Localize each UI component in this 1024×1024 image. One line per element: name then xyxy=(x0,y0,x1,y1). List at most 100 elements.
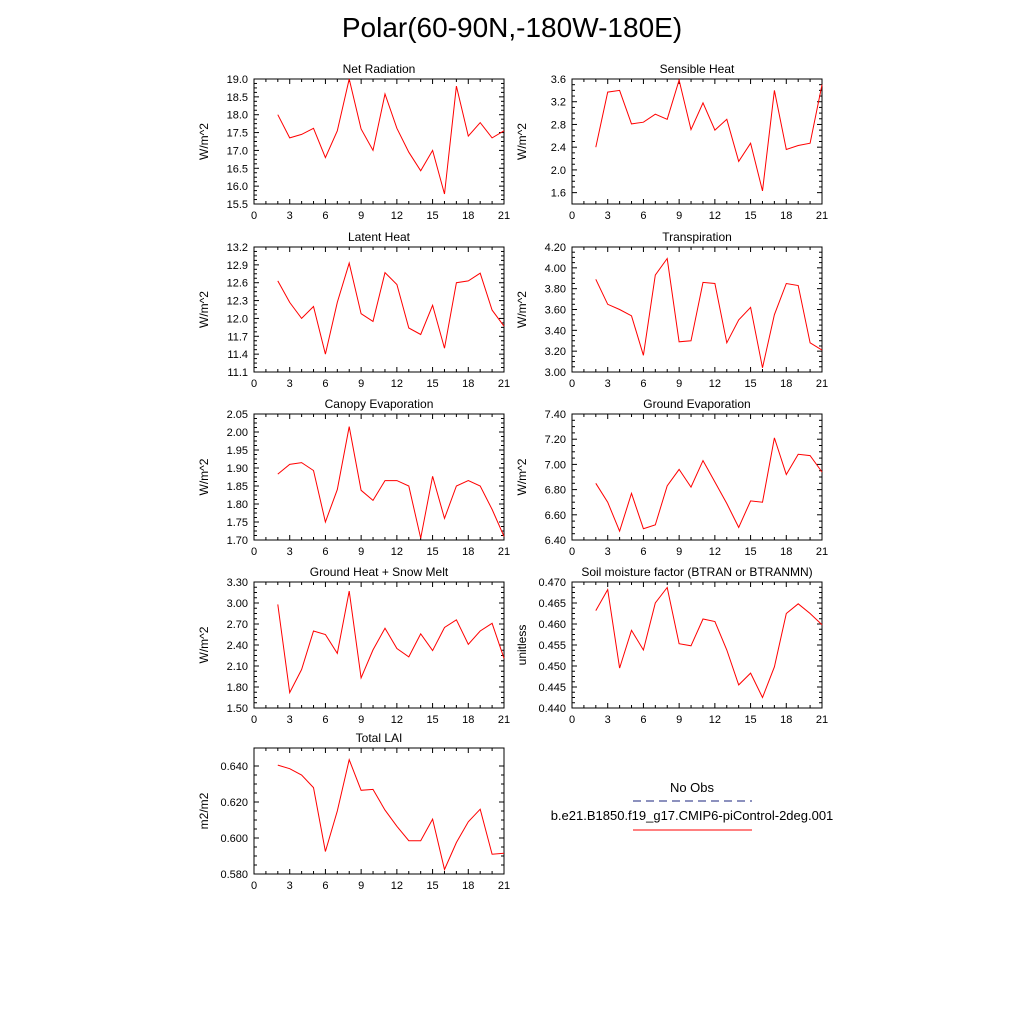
panel-8-xtick-label: 0 xyxy=(569,714,575,726)
panel-3-xtick-label: 21 xyxy=(498,378,510,390)
panel-5-ytick-label: 2.00 xyxy=(227,427,248,439)
panel-9-xtick-label: 15 xyxy=(426,880,438,892)
panel-4-xtick-label: 6 xyxy=(640,378,646,390)
panel-3-ytick-label: 11.4 xyxy=(227,349,248,361)
panel-4-xtick-label: 0 xyxy=(569,378,575,390)
panel-1-ytick-label: 18.0 xyxy=(227,110,248,122)
panel-9-ytick-label: 0.600 xyxy=(220,833,248,845)
panel-2-title: Sensible Heat xyxy=(660,62,735,76)
panel-4-ylabel: W/m^2 xyxy=(515,291,529,328)
panel-8-ytick-label: 0.470 xyxy=(538,577,566,589)
panel-1-frame xyxy=(253,78,505,205)
panel-4-ytick-label: 4.20 xyxy=(545,242,566,254)
panel-9-xtick-label: 0 xyxy=(251,880,257,892)
panel-8-xtick-label: 12 xyxy=(709,714,721,726)
panel-6-ytick-label: 6.60 xyxy=(545,510,566,522)
panel-4-xtick-label: 9 xyxy=(676,378,682,390)
panel-7-ytick-label: 2.70 xyxy=(227,619,248,631)
panel-5-ytick-label: 1.75 xyxy=(227,517,248,529)
panel-6-xtick-label: 3 xyxy=(605,546,611,558)
panel-7-ytick-label: 1.50 xyxy=(227,703,248,715)
panel-9-xtick-label: 3 xyxy=(287,880,293,892)
panel-9-xtick-label: 12 xyxy=(391,880,403,892)
panel-5-xtick-label: 15 xyxy=(426,546,438,558)
panel-4-xtick-label: 12 xyxy=(709,378,721,390)
panel-8-ytick-label: 0.450 xyxy=(538,661,566,673)
panel-2-xtick-label: 3 xyxy=(605,210,611,222)
panel-7-ytick-label: 1.80 xyxy=(227,682,248,694)
panel-3-ytick-label: 13.2 xyxy=(227,242,248,254)
panel-2-xtick-label: 21 xyxy=(816,210,828,222)
panel-9-xtick-label: 6 xyxy=(322,880,328,892)
panel-3-ytick-label: 11.1 xyxy=(227,367,248,379)
panel-4-xtick-label: 3 xyxy=(605,378,611,390)
panel-7-xtick-label: 15 xyxy=(426,714,438,726)
panel-4-ytick-label: 3.60 xyxy=(545,305,566,317)
panel-1-ytick-label: 16.0 xyxy=(227,181,248,193)
panel-1-xtick-label: 18 xyxy=(462,210,474,222)
panel-3-xtick-label: 18 xyxy=(462,378,474,390)
panel-2-ytick-label: 3.2 xyxy=(551,97,566,109)
panel-3-ytick-label: 12.3 xyxy=(227,296,248,308)
panel-8-series-line xyxy=(595,586,823,699)
panel-1-title: Net Radiation xyxy=(343,62,416,76)
panel-1-ytick-label: 16.5 xyxy=(227,163,248,175)
panel-7-xtick-label: 0 xyxy=(251,714,257,726)
panel-5-xtick-label: 9 xyxy=(358,546,364,558)
panel-7-series-line xyxy=(277,591,505,695)
panel-1-xtick-label: 9 xyxy=(358,210,364,222)
panel-7-xtick-label: 3 xyxy=(287,714,293,726)
panel-5-title: Canopy Evaporation xyxy=(325,397,434,411)
panel-8-ytick-label: 0.445 xyxy=(538,682,566,694)
panel-9-xtick-label: 18 xyxy=(462,880,474,892)
panel-5-ytick-label: 2.05 xyxy=(227,409,248,421)
panel-5-ytick-label: 1.70 xyxy=(227,535,248,547)
panel-4-series-line xyxy=(595,257,823,368)
panel-1-ylabel: W/m^2 xyxy=(197,123,211,160)
panel-5-frame xyxy=(253,413,505,541)
panel-8-xtick-label: 18 xyxy=(780,714,792,726)
panel-3-frame xyxy=(253,246,505,373)
panel-8-ylabel: unitless xyxy=(515,625,529,666)
panel-6-ytick-label: 6.80 xyxy=(545,485,566,497)
panel-2-xtick-label: 9 xyxy=(676,210,682,222)
panel-3-xtick-label: 0 xyxy=(251,378,257,390)
panel-6-ylabel: W/m^2 xyxy=(515,458,529,495)
panel-4-xtick-label: 18 xyxy=(780,378,792,390)
panel-1-ytick-label: 17.5 xyxy=(227,128,248,140)
panel-9-series-line xyxy=(277,758,505,872)
panel-2-ytick-label: 3.6 xyxy=(551,74,566,86)
panel-6-title: Ground Evaporation xyxy=(643,397,750,411)
panel-5-ytick-label: 1.80 xyxy=(227,499,248,511)
panel-7-xtick-label: 12 xyxy=(391,714,403,726)
panel-6-series-line xyxy=(595,437,823,533)
panel-9-ytick-label: 0.640 xyxy=(220,761,248,773)
panel-7-ytick-label: 3.30 xyxy=(227,577,248,589)
panel-2-ytick-label: 2.4 xyxy=(551,142,566,154)
panel-1-ytick-label: 18.5 xyxy=(227,92,248,104)
panel-5-xtick-label: 12 xyxy=(391,546,403,558)
panel-1-xtick-label: 15 xyxy=(426,210,438,222)
panel-8-xtick-label: 3 xyxy=(605,714,611,726)
panel-5-xtick-label: 3 xyxy=(287,546,293,558)
panel-6-xtick-label: 15 xyxy=(744,546,756,558)
panel-3-ytick-label: 12.0 xyxy=(227,313,248,325)
panel-5-xtick-label: 18 xyxy=(462,546,474,558)
panel-3-ytick-label: 12.9 xyxy=(227,260,248,272)
panel-8-ytick-label: 0.455 xyxy=(538,640,566,652)
panel-6-xtick-label: 12 xyxy=(709,546,721,558)
panel-9-frame xyxy=(253,747,505,875)
panel-2-xtick-label: 18 xyxy=(780,210,792,222)
panel-4-xtick-label: 15 xyxy=(744,378,756,390)
panel-5-ytick-label: 1.85 xyxy=(227,481,248,493)
panel-4-ytick-label: 3.40 xyxy=(545,325,566,337)
panel-9-xtick-label: 9 xyxy=(358,880,364,892)
panel-1-ytick-label: 19.0 xyxy=(227,74,248,86)
panel-6-frame xyxy=(571,413,823,541)
panel-8-xtick-label: 9 xyxy=(676,714,682,726)
panel-5-ytick-label: 1.95 xyxy=(227,445,248,457)
panel-7-xtick-label: 9 xyxy=(358,714,364,726)
panel-6-xtick-label: 0 xyxy=(569,546,575,558)
panel-5-ytick-label: 1.90 xyxy=(227,463,248,475)
